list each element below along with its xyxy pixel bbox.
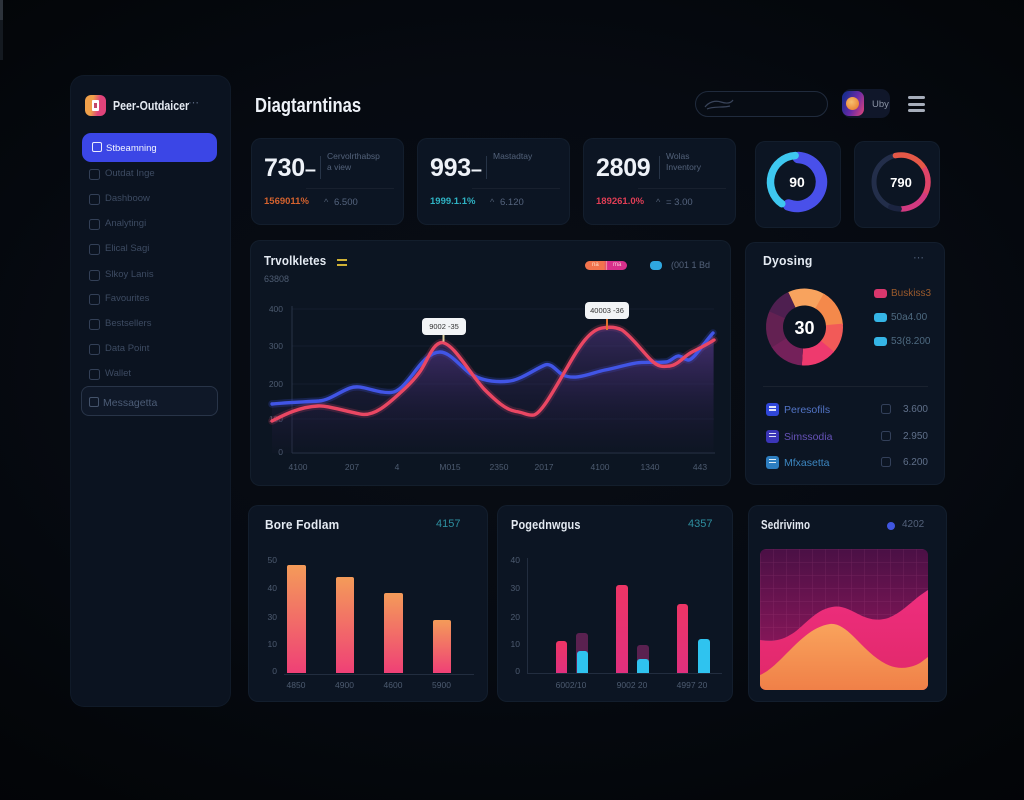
svg-text:400: 400 — [269, 304, 283, 314]
svg-text:200: 200 — [269, 379, 283, 389]
svg-text:2017: 2017 — [535, 462, 554, 472]
svg-text:9002 -35: 9002 -35 — [429, 322, 459, 331]
svg-text:790: 790 — [890, 175, 912, 190]
svg-text:300: 300 — [269, 341, 283, 351]
svg-text:M015: M015 — [439, 462, 461, 472]
svg-text:90: 90 — [789, 174, 805, 190]
svg-text:443: 443 — [693, 462, 707, 472]
svg-text:207: 207 — [345, 462, 359, 472]
svg-text:30: 30 — [794, 318, 814, 338]
svg-text:4: 4 — [395, 462, 400, 472]
svg-text:4100: 4100 — [591, 462, 610, 472]
svg-text:1340: 1340 — [641, 462, 660, 472]
svg-text:4100: 4100 — [289, 462, 308, 472]
svg-text:40003 -36: 40003 -36 — [590, 306, 624, 315]
svg-text:2350: 2350 — [490, 462, 509, 472]
